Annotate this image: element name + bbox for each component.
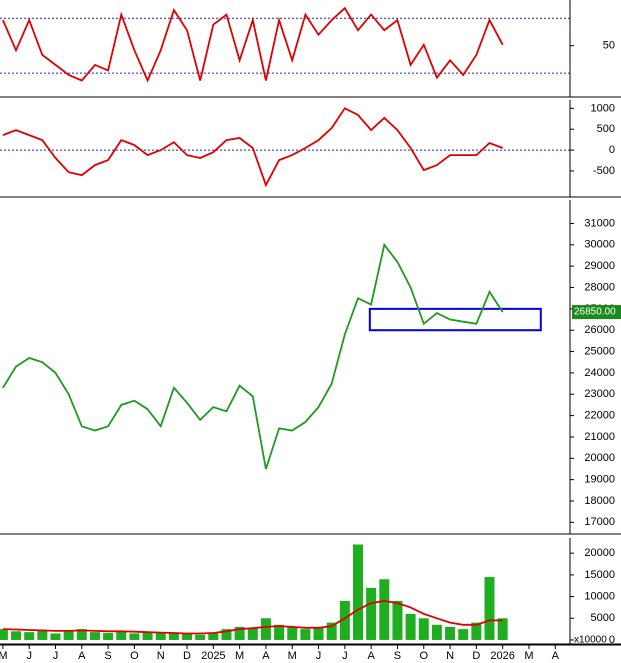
volume-bar bbox=[234, 626, 245, 640]
volume-bar bbox=[458, 629, 469, 640]
volume-bar bbox=[287, 626, 298, 640]
x-tick-label: M bbox=[524, 650, 533, 662]
volume-bar bbox=[352, 544, 363, 640]
x-tick-label: A bbox=[552, 650, 560, 662]
volume-bar bbox=[392, 600, 403, 640]
volume-bar bbox=[484, 577, 495, 640]
y-tick-label: 0 bbox=[609, 144, 615, 156]
volume-bar bbox=[247, 627, 258, 640]
y-tick-label: 18000 bbox=[584, 495, 615, 507]
volume-bar bbox=[208, 633, 219, 640]
y-tick-label: 21000 bbox=[584, 431, 615, 443]
y-tick-label: 22000 bbox=[584, 410, 615, 422]
volume-bar bbox=[24, 632, 35, 640]
x-tick-label: N bbox=[157, 650, 165, 662]
y-tick-label: 26000 bbox=[584, 324, 615, 336]
y-tick-label: 17000 bbox=[584, 516, 615, 528]
volume-bar bbox=[63, 631, 74, 640]
x-tick-label: D bbox=[472, 650, 480, 662]
series-line bbox=[2, 6, 504, 83]
y-tick-label: -500 bbox=[593, 165, 615, 177]
volume-bar bbox=[155, 633, 166, 640]
volume-bar bbox=[37, 630, 48, 640]
y-tick-label: 29000 bbox=[584, 260, 615, 272]
volume-bar bbox=[129, 633, 140, 640]
x-tick-label: J bbox=[26, 650, 32, 662]
volume-bar bbox=[168, 633, 179, 640]
volume-bar bbox=[445, 626, 456, 640]
x-tick-label: O bbox=[419, 650, 428, 662]
y-tick-label: 31000 bbox=[584, 217, 615, 229]
y-tick-label: 28000 bbox=[584, 281, 615, 293]
volume-bar bbox=[142, 632, 153, 640]
x-tick-label: N bbox=[446, 650, 454, 662]
volume-bar bbox=[366, 587, 377, 640]
y-tick-label: 20000 bbox=[584, 547, 615, 559]
volume-bar bbox=[103, 633, 114, 640]
volume-bar bbox=[11, 631, 22, 640]
volume-bar bbox=[497, 618, 508, 640]
x-tick-label: S bbox=[394, 650, 401, 662]
volume-bar bbox=[50, 633, 61, 640]
last-price-label: 26850.00 bbox=[574, 307, 616, 318]
volume-bar bbox=[0, 629, 8, 640]
x-tick-label: S bbox=[104, 650, 111, 662]
volume-bar bbox=[221, 629, 232, 640]
y-tick-label: 500 bbox=[597, 123, 615, 135]
volume-bar bbox=[195, 634, 206, 640]
x-tick-label: A bbox=[78, 650, 86, 662]
y-tick-label: 24000 bbox=[584, 367, 615, 379]
x-tick-label: O bbox=[130, 650, 139, 662]
volume-bar bbox=[300, 629, 311, 640]
y-tick-label: 50 bbox=[603, 40, 615, 52]
series-line bbox=[2, 599, 503, 635]
volume-bar bbox=[431, 624, 442, 640]
x-tick-label: J bbox=[342, 650, 348, 662]
volume-bar bbox=[339, 600, 350, 640]
volume-bar bbox=[471, 622, 482, 640]
volume-bar bbox=[379, 579, 390, 640]
y-tick-label: 20000 bbox=[584, 452, 615, 464]
last-price-box bbox=[572, 305, 621, 320]
volume-bar bbox=[116, 631, 127, 640]
x-tick-label: A bbox=[262, 650, 270, 662]
y-tick-label: 19000 bbox=[584, 474, 615, 486]
axis-note: x10000 bbox=[574, 635, 607, 646]
volume-bar bbox=[274, 624, 285, 640]
x-tick-label: M bbox=[235, 650, 244, 662]
volume-bar bbox=[89, 632, 100, 640]
y-tick-label: 23000 bbox=[584, 388, 615, 400]
volume-bar bbox=[182, 633, 193, 640]
x-tick-label: J bbox=[53, 650, 59, 662]
x-tick-label: D bbox=[183, 650, 191, 662]
volume-bar bbox=[260, 618, 271, 640]
y-tick-label: 1000 bbox=[591, 102, 615, 114]
volume-bar bbox=[405, 613, 416, 640]
x-tick-label: 2026 bbox=[490, 650, 514, 662]
x-tick-label: 2025 bbox=[201, 650, 225, 662]
volume-bar bbox=[418, 618, 429, 640]
volume-bar bbox=[326, 622, 337, 640]
y-tick-label: 5000 bbox=[591, 612, 615, 624]
y-tick-label: 15000 bbox=[584, 569, 615, 581]
y-tick-label: 30000 bbox=[584, 239, 615, 251]
y-tick-label: 10000 bbox=[584, 590, 615, 602]
volume-bar bbox=[313, 626, 324, 640]
x-tick-label: M bbox=[0, 650, 7, 662]
volume-bar bbox=[76, 629, 87, 640]
x-tick-label: M bbox=[288, 650, 297, 662]
series-line bbox=[2, 107, 504, 188]
x-tick-label: J bbox=[316, 650, 322, 662]
y-tick-label: 0 bbox=[609, 634, 615, 646]
y-tick-label: 25000 bbox=[584, 345, 615, 357]
series-line bbox=[2, 242, 504, 470]
x-tick-label: A bbox=[367, 650, 375, 662]
highlight-box bbox=[368, 307, 542, 332]
